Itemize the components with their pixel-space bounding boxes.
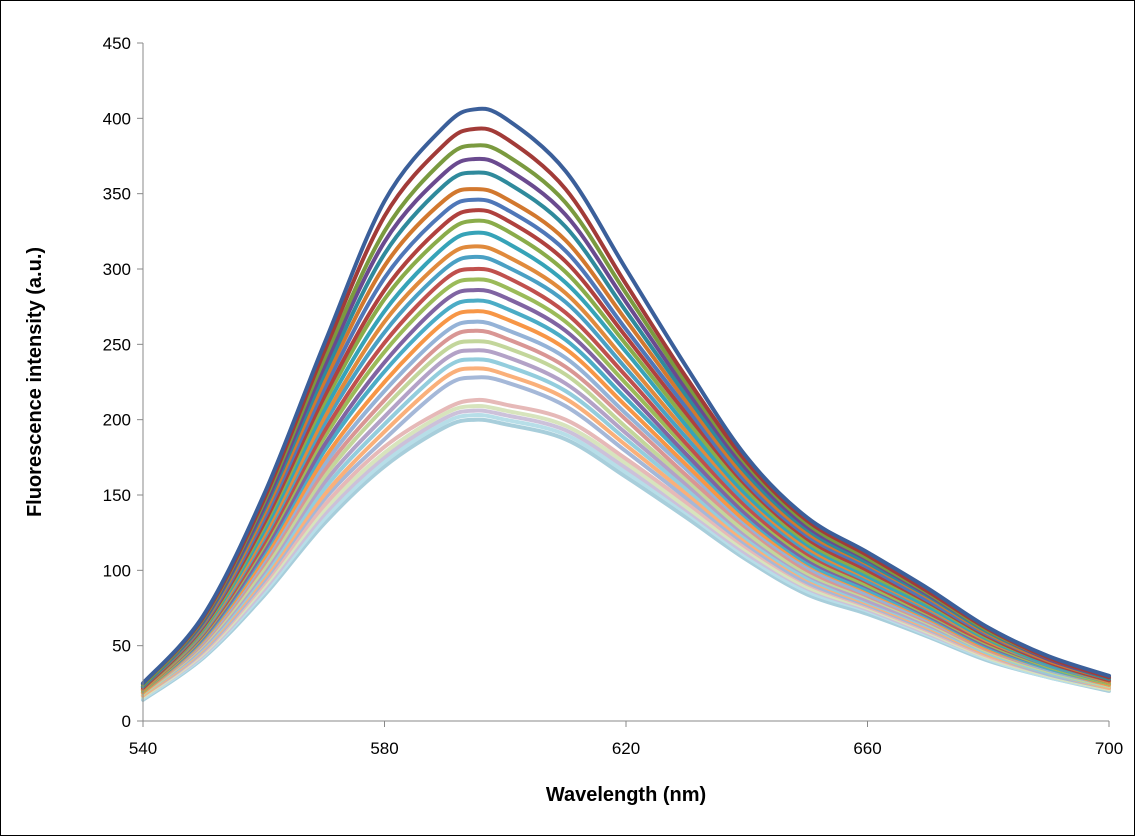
- x-tick-label: 540: [129, 739, 157, 758]
- y-tick-label: 300: [103, 260, 131, 279]
- series-line-2: [141, 126, 1111, 686]
- y-tick-label: 400: [103, 109, 131, 128]
- x-axis-title: Wavelength (nm): [546, 784, 706, 806]
- y-tick-label: 150: [103, 486, 131, 505]
- y-tick-label: 0: [122, 712, 131, 731]
- series-line-7: [141, 197, 1111, 689]
- x-tick-label: 700: [1095, 739, 1123, 758]
- y-axis-title: Fluorescence intensity (a.u.): [24, 247, 46, 517]
- y-tick-label: 200: [103, 411, 131, 430]
- series-line-13: [141, 266, 1111, 692]
- y-tick-label: 50: [112, 637, 131, 656]
- series-layer: [141, 106, 1111, 702]
- y-tick-label: 100: [103, 561, 131, 580]
- x-tick-label: 580: [370, 739, 398, 758]
- y-tick-label: 350: [103, 185, 131, 204]
- y-tick-label: 450: [103, 34, 131, 53]
- series-line-10: [141, 230, 1111, 690]
- y-tick-label: 250: [103, 335, 131, 354]
- x-tick-label: 620: [612, 739, 640, 758]
- series-line-1: [141, 106, 1111, 686]
- x-tick-label: 660: [853, 739, 881, 758]
- ticks-layer: 0 50 100 150 200 250 300 350 400 450 540 580 620 660 7…: [103, 34, 1124, 758]
